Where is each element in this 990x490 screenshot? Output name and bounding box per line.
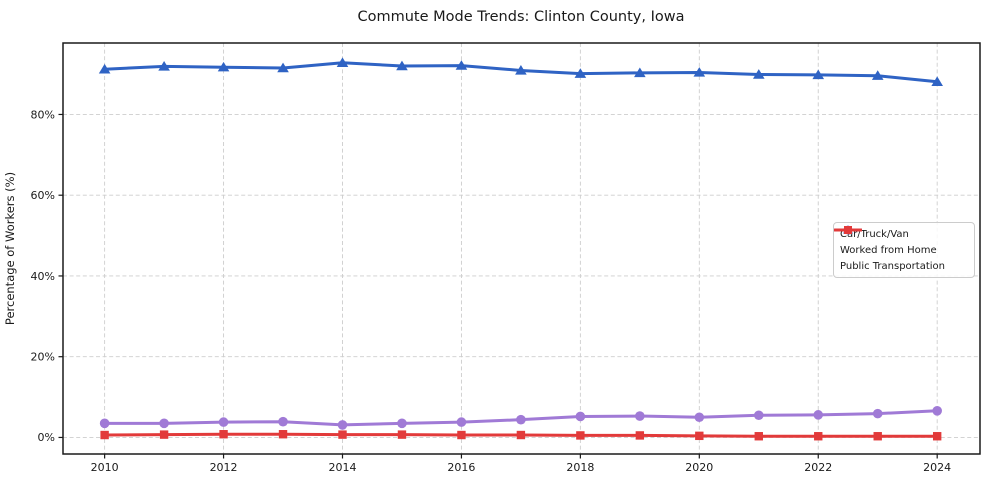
square-marker xyxy=(754,432,763,441)
triangle-marker xyxy=(158,61,170,71)
y-tick-label: 80% xyxy=(31,108,55,121)
square-marker xyxy=(516,430,526,440)
y-tick-label: 60% xyxy=(31,189,55,202)
x-tick-label: 2020 xyxy=(685,461,713,474)
triangle-marker xyxy=(752,69,765,79)
square-marker xyxy=(814,432,823,441)
square-marker xyxy=(397,430,407,439)
y-tick-label: 40% xyxy=(31,270,55,283)
square-marker xyxy=(457,430,466,440)
y-tick-label: 20% xyxy=(31,351,55,364)
circle-marker xyxy=(337,420,348,430)
square-marker xyxy=(278,430,288,439)
triangle-marker xyxy=(98,63,111,74)
square-marker xyxy=(338,430,347,439)
circle-marker xyxy=(456,417,467,427)
legend-label: Public Transportation xyxy=(840,260,945,272)
square-legend-sample-icon xyxy=(834,226,862,234)
circle-marker xyxy=(813,410,824,420)
square-marker xyxy=(159,430,169,439)
legend-item-worked-from-home: Worked from Home xyxy=(834,225,968,258)
triangle-marker xyxy=(277,62,289,73)
square-marker xyxy=(635,431,645,440)
chart-title: Commute Mode Trends: Clinton County, Iow… xyxy=(358,9,685,25)
axes: 2010 2012 2014 2016 2018 2020 2022 2024 0% 20% 40%… xyxy=(31,42,981,474)
legend-item-public-transportation: Public Transportation xyxy=(834,226,968,274)
x-tick-label: 2018 xyxy=(566,461,594,474)
circle-marker xyxy=(397,418,407,429)
square-marker xyxy=(695,431,704,441)
triangle-marker xyxy=(693,67,706,77)
square-marker xyxy=(873,432,882,441)
square-marker xyxy=(932,432,942,441)
triangle-marker xyxy=(217,61,230,72)
circle-marker xyxy=(635,411,645,421)
circle-marker xyxy=(516,414,526,425)
circle-marker xyxy=(218,417,229,427)
x-tick-label: 2014 xyxy=(329,461,357,474)
legend-label: Worked from Home xyxy=(840,244,937,256)
triangle-marker xyxy=(396,60,408,71)
data-series xyxy=(98,57,943,441)
plot-frame xyxy=(62,42,981,455)
circle-marker xyxy=(694,412,705,423)
square-marker xyxy=(576,431,585,440)
circle-marker xyxy=(872,408,883,419)
x-tick-label: 2010 xyxy=(91,461,119,474)
square-marker xyxy=(844,226,852,234)
triangle-marker xyxy=(871,70,884,80)
triangle-marker xyxy=(336,57,349,67)
circle-marker xyxy=(278,416,288,427)
legend-label: Car/Truck/Van xyxy=(840,228,909,240)
x-tick-label: 2012 xyxy=(210,461,238,474)
circle-marker xyxy=(753,410,764,421)
circle-marker xyxy=(159,418,169,429)
triangle-marker xyxy=(574,68,587,78)
triangle-marker xyxy=(931,76,943,86)
x-tick-label: 2016 xyxy=(447,461,475,474)
triangle-marker xyxy=(515,65,527,75)
circle-marker xyxy=(932,406,942,416)
circle-marker xyxy=(575,411,586,422)
triangle-marker xyxy=(634,67,646,78)
triangle-marker xyxy=(812,69,825,80)
square-marker xyxy=(219,430,228,439)
x-tick-label: 2022 xyxy=(804,461,832,474)
triangle-marker xyxy=(455,60,468,70)
y-axis-label: Percentage of Workers (%) xyxy=(3,172,17,325)
circle-marker xyxy=(99,418,110,429)
square-marker xyxy=(100,430,109,440)
legend: Car/Truck/Van Worked from Home Public Tran… xyxy=(833,222,975,278)
y-tick-label: 0% xyxy=(38,431,55,444)
x-tick-label: 2024 xyxy=(923,461,951,474)
